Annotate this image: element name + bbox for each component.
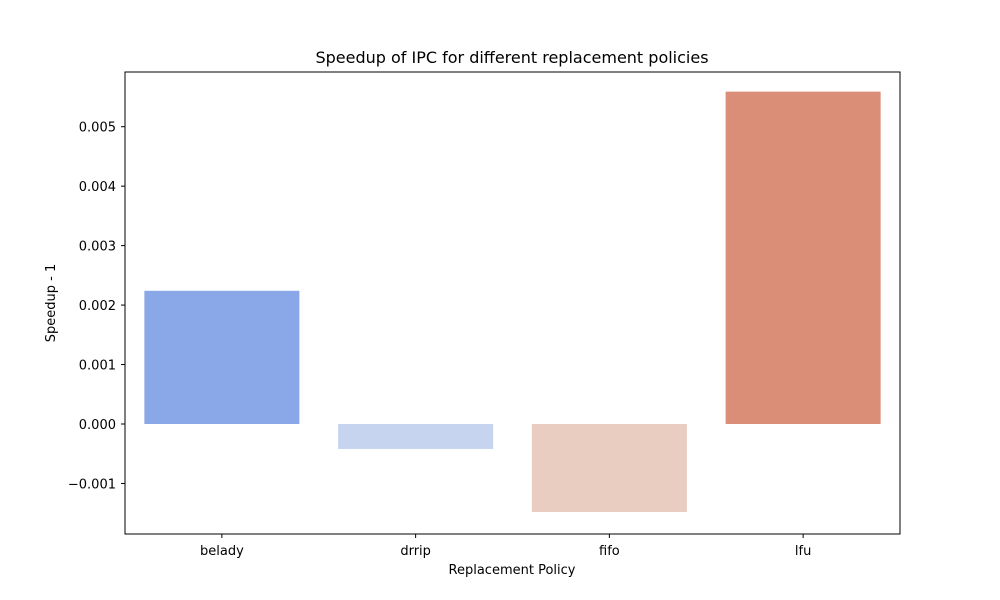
y-tick-label: 0.005 xyxy=(79,121,116,136)
y-tick-label: 0.003 xyxy=(79,240,116,255)
y-tick-label: 0.004 xyxy=(79,180,116,195)
x-tick-label-fifo: fifo xyxy=(599,544,620,559)
bar-lfu xyxy=(725,91,881,425)
x-tick-label-belady: belady xyxy=(200,544,244,559)
chart-title: Speedup of IPC for different replacement… xyxy=(315,48,708,67)
bar-fifo xyxy=(531,424,687,512)
bar-drrip xyxy=(338,424,494,449)
plot-area-frame xyxy=(124,71,901,535)
x-axis-title: Replacement Policy xyxy=(449,563,576,578)
y-tick-label: 0.001 xyxy=(79,359,116,374)
y-axis-title: Speedup - 1 xyxy=(44,264,59,342)
y-tick-label: 0.000 xyxy=(79,418,116,433)
bars-group xyxy=(144,91,881,512)
bar-belady xyxy=(144,290,300,424)
y-axis: −0.001 0.000 0.001 0.002 0.003 0.004 0.005 xyxy=(68,121,125,492)
x-axis: belady drrip fifo lfu xyxy=(200,534,811,559)
x-tick-label-drrip: drrip xyxy=(400,544,431,559)
y-tick-label: −0.001 xyxy=(68,477,116,492)
x-tick-label-lfu: lfu xyxy=(795,544,811,559)
y-tick-label: 0.002 xyxy=(79,299,116,314)
